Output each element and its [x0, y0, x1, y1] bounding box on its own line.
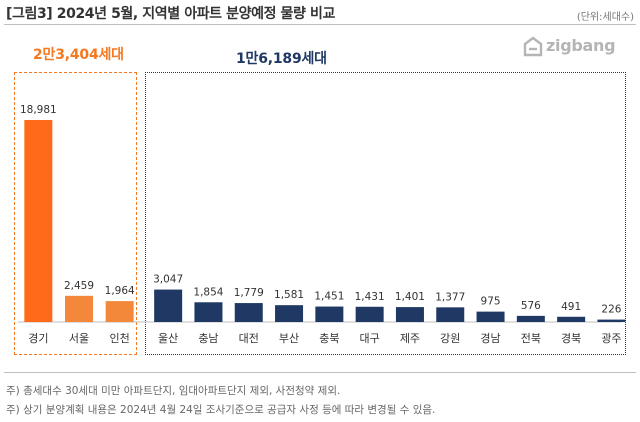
footnote-2: 주) 상기 분양계획 내용은 2024년 4월 24일 조사기준으로 공급자 사… [6, 404, 436, 416]
value-label-충북: 1,451 [314, 291, 344, 303]
zigbang-logo: zigbang [522, 36, 622, 58]
footnote-1: 주) 총세대수 30세대 미만 아파트단지, 임대아파트단지 제외, 사전청약 … [6, 385, 341, 397]
other-regions-total: 1만6,189세대 [236, 51, 327, 67]
value-label-대구: 1,431 [355, 291, 385, 303]
bar-인천 [105, 301, 134, 322]
bar-대구 [355, 306, 384, 322]
category-label-광주: 광주 [601, 332, 621, 345]
category-label-전북: 전북 [521, 332, 541, 345]
value-label-강원: 1,377 [435, 291, 465, 303]
bar-경남 [476, 311, 505, 322]
value-label-서울: 2,459 [64, 280, 94, 292]
category-label-강원: 강원 [440, 332, 460, 345]
category-label-대전: 대전 [239, 332, 259, 345]
value-label-대전: 1,779 [234, 287, 264, 299]
value-label-부산: 1,581 [274, 289, 304, 301]
category-label-경남: 경남 [480, 332, 500, 345]
category-label-충북: 충북 [319, 332, 339, 345]
bar-제주 [395, 307, 424, 322]
value-label-광주: 226 [601, 304, 621, 316]
value-label-경남: 975 [481, 296, 501, 308]
category-label-부산: 부산 [279, 332, 299, 345]
chart-title: [그림3] 2024년 5월, 지역별 아파트 분양예정 물량 비교 [6, 6, 335, 22]
value-label-경기: 18,981 [20, 104, 57, 116]
title-divider [4, 24, 636, 25]
bar-울산 [154, 289, 183, 322]
category-label-서울: 서울 [69, 332, 89, 345]
notes-divider [4, 372, 636, 373]
bar-경북 [557, 316, 586, 322]
bar-부산 [275, 305, 304, 322]
bar-서울 [65, 295, 94, 322]
bar-대전 [234, 303, 263, 322]
capital-area-group-box [14, 72, 137, 355]
category-label-인천: 인천 [110, 331, 130, 345]
unit-label: (단위:세대수) [576, 12, 634, 23]
category-label-제주: 제주 [400, 332, 420, 345]
bar-충남 [194, 302, 223, 322]
other-regions-group-box [145, 72, 626, 355]
value-label-충남: 1,854 [193, 286, 223, 298]
value-label-경북: 491 [561, 301, 581, 313]
category-label-충남: 충남 [198, 332, 218, 345]
capital-area-total: 2만3,404세대 [33, 47, 124, 63]
value-label-전북: 576 [521, 300, 541, 312]
bar-경기 [24, 120, 53, 322]
bar-전북 [516, 315, 545, 322]
bar-충북 [315, 306, 344, 322]
value-label-인천: 1,964 [105, 285, 135, 297]
bar-강원 [436, 307, 465, 322]
value-label-울산: 3,047 [153, 274, 183, 286]
bar-광주 [597, 319, 626, 322]
value-label-제주: 1,401 [395, 291, 425, 303]
category-label-경북: 경북 [561, 332, 581, 345]
zigbang-logo-icon [523, 36, 543, 57]
zigbang-logo-text: zigbang [546, 36, 616, 55]
category-label-대구: 대구 [360, 332, 380, 345]
category-label-경기: 경기 [28, 332, 48, 345]
category-label-울산: 울산 [158, 332, 178, 345]
